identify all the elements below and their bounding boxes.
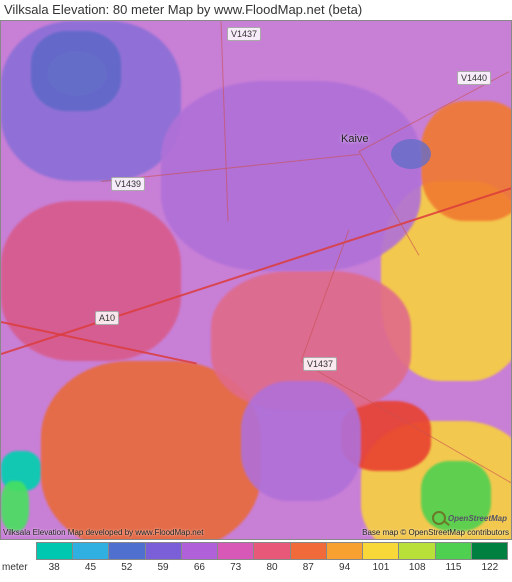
elevation-patch	[241, 381, 361, 501]
road-badge: A10	[95, 311, 119, 325]
legend-tick: 52	[121, 562, 132, 573]
elevation-map: V1437 V1440 V1439 A10 V1437 Kaive OpenStreetM…	[0, 20, 512, 540]
road-badge: V1437	[227, 27, 261, 41]
legend-tick: 59	[158, 562, 169, 573]
legend-swatch	[253, 542, 289, 560]
openstreetmap-logo: OpenStreetMap	[432, 511, 507, 525]
magnifier-icon	[432, 511, 446, 525]
legend-swatch	[471, 542, 508, 560]
legend-tick: 38	[49, 562, 60, 573]
legend-tick: 66	[194, 562, 205, 573]
legend-swatch	[181, 542, 217, 560]
legend-swatch	[326, 542, 362, 560]
legend-tick: 122	[482, 562, 499, 573]
page-title: Vilksala Elevation: 80 meter Map by www.…	[0, 0, 512, 20]
place-label: Kaive	[341, 133, 369, 145]
legend-swatches	[36, 542, 508, 560]
lake	[47, 51, 107, 96]
legend-swatch	[435, 542, 471, 560]
road-badge: V1440	[457, 71, 491, 85]
legend-swatch	[108, 542, 144, 560]
lake	[391, 139, 431, 169]
legend-swatch	[145, 542, 181, 560]
legend-tick: 45	[85, 562, 96, 573]
legend-tick: 80	[266, 562, 277, 573]
legend-tick: 108	[409, 562, 426, 573]
attribution-right: Base map © OpenStreetMap contributors	[362, 528, 509, 537]
legend-swatch	[290, 542, 326, 560]
legend-swatch	[72, 542, 108, 560]
legend-tick: 87	[303, 562, 314, 573]
osm-logo-text: OpenStreetMap	[448, 514, 507, 523]
legend-tick: 115	[446, 562, 462, 573]
legend-tick: 94	[339, 562, 350, 573]
legend-tick-labels: 38 45 52 59 66 73 80 87 94 101 108 115 122	[0, 560, 512, 580]
elevation-patch	[1, 201, 181, 361]
elevation-legend: meter 384552596673808794101108115122	[0, 542, 512, 582]
road-badge: V1439	[111, 177, 145, 191]
legend-tick: 101	[373, 562, 390, 573]
map-figure: Vilksala Elevation: 80 meter Map by www.…	[0, 0, 512, 582]
elevation-patch	[161, 81, 421, 271]
legend-swatch	[362, 542, 398, 560]
attribution-left: Vilksala Elevation Map developed by www.…	[3, 528, 203, 537]
legend-swatch	[217, 542, 253, 560]
legend-tick: 73	[230, 562, 241, 573]
legend-swatch	[36, 542, 72, 560]
road-badge: V1437	[303, 357, 337, 371]
legend-swatch	[398, 542, 434, 560]
elevation-patch	[1, 481, 29, 531]
